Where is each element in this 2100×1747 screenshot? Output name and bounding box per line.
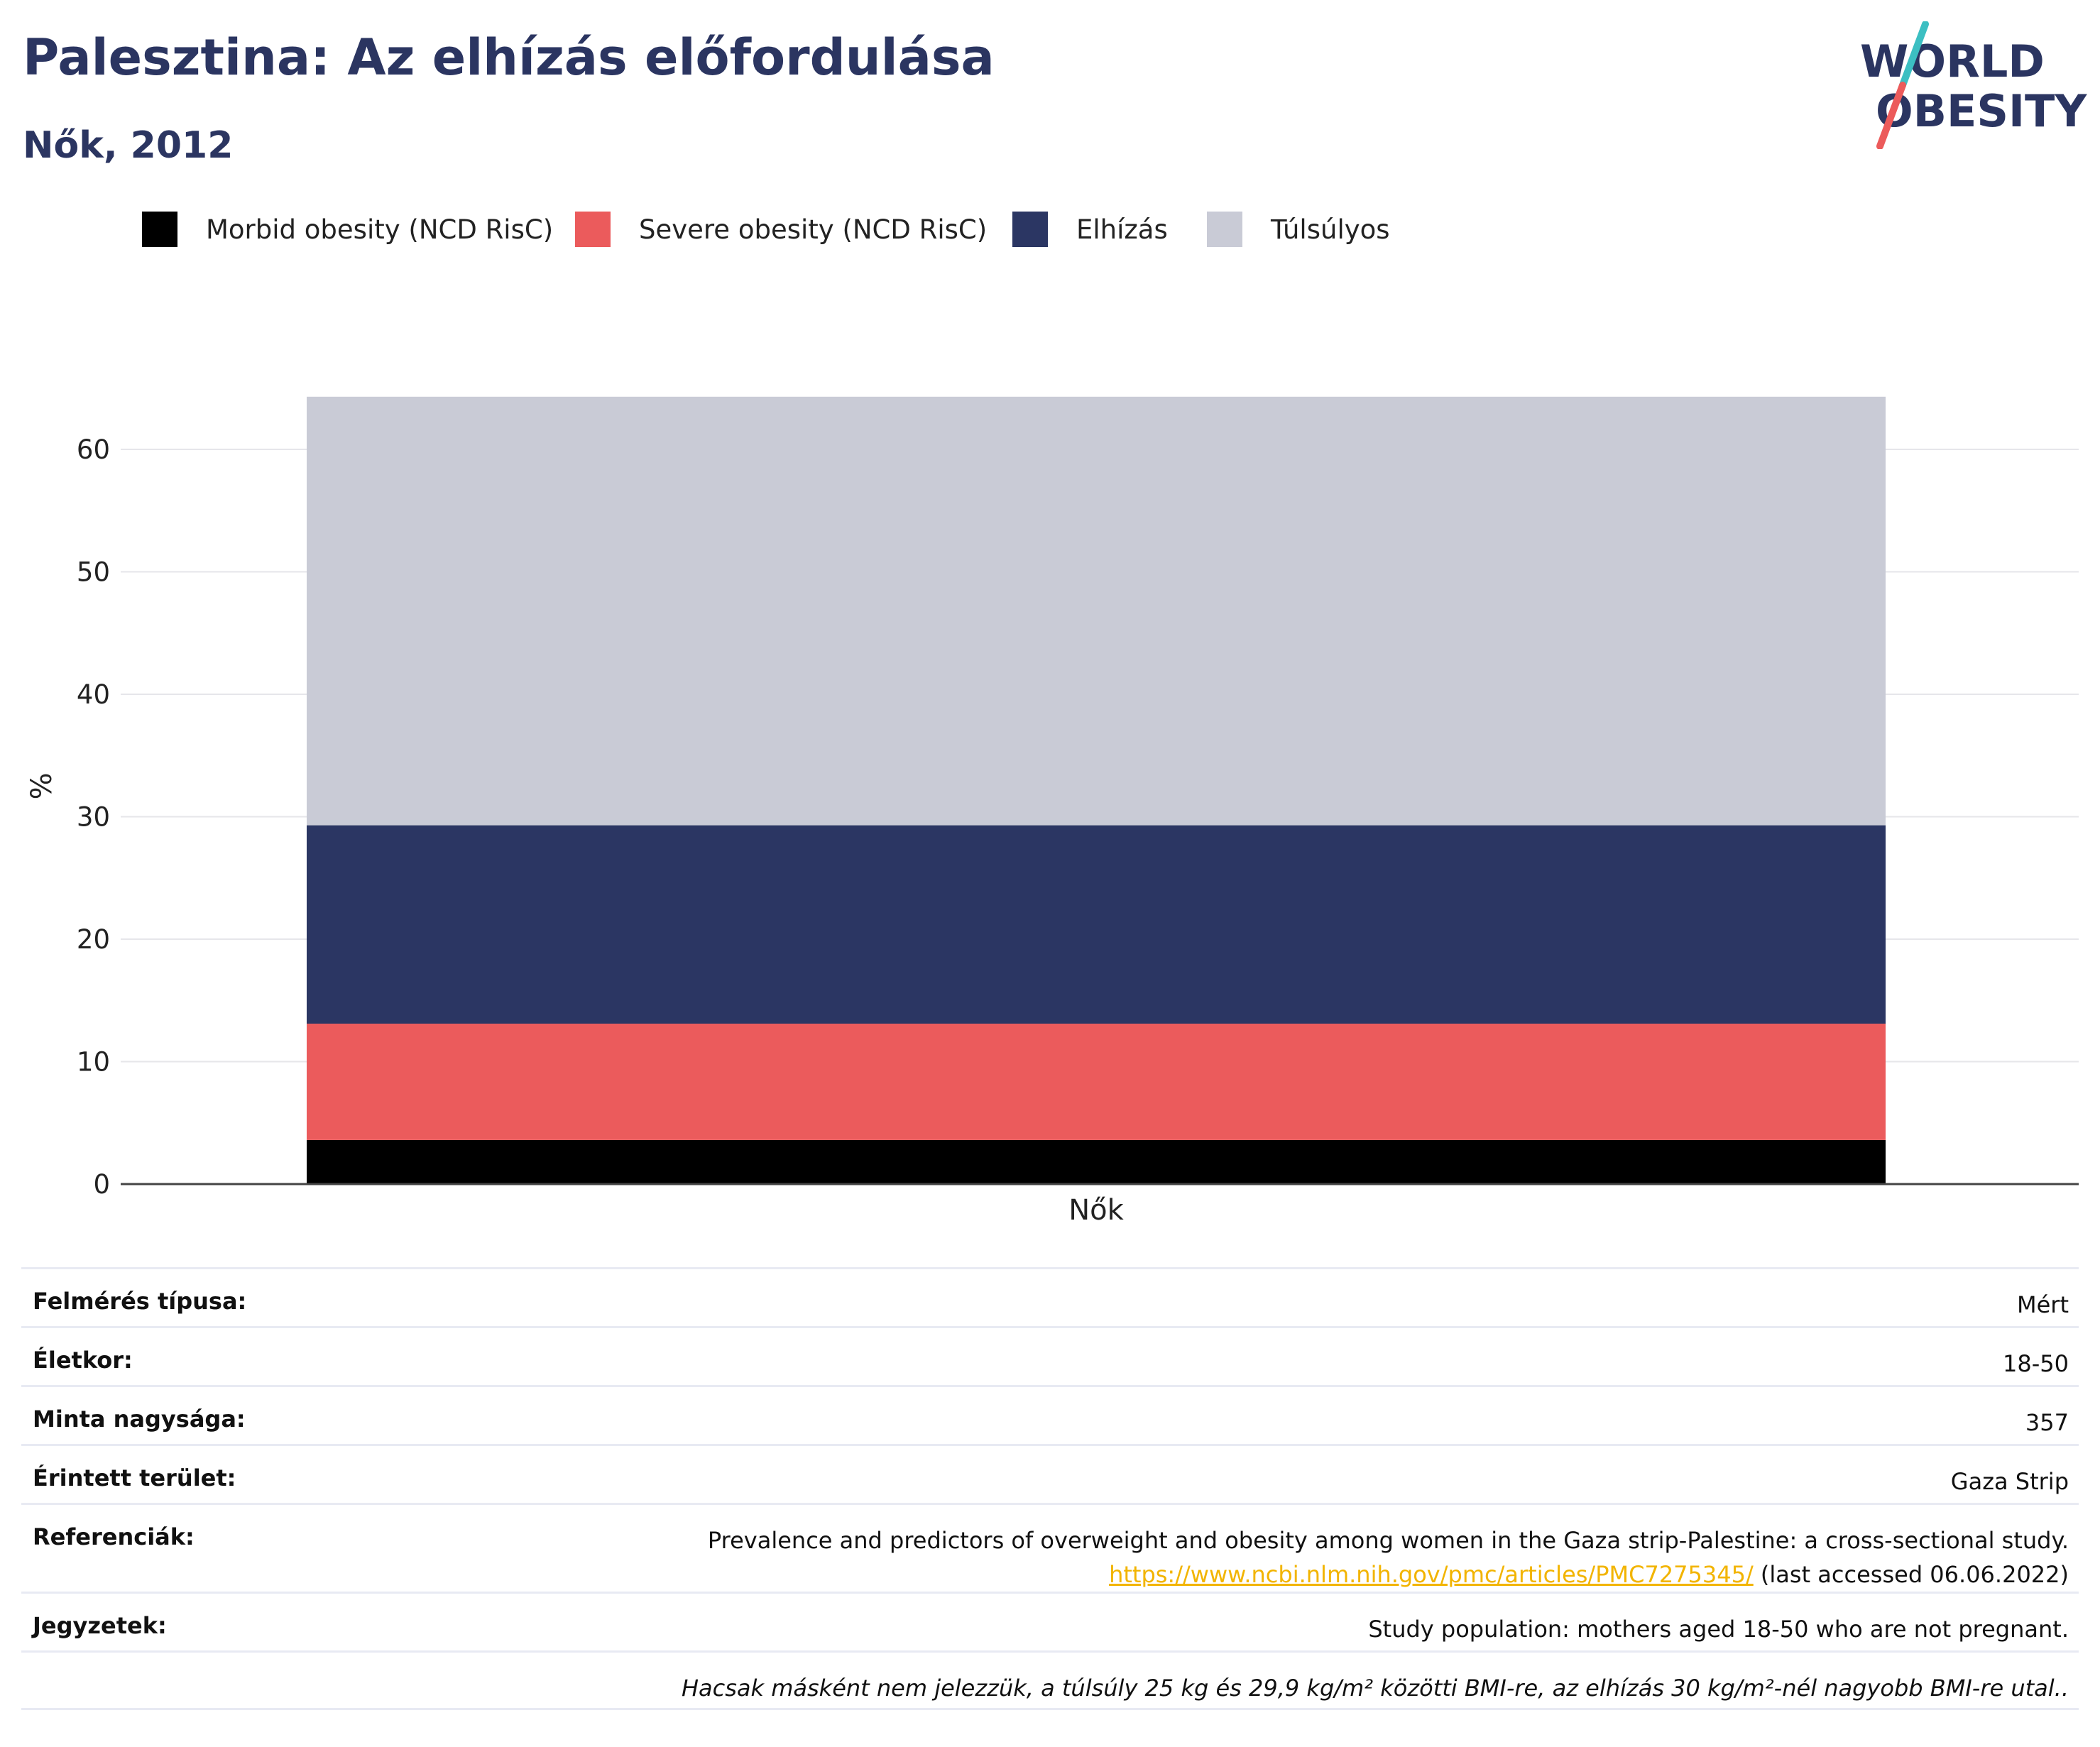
info-row-notes: Jegyzetek: Study population: mothers age… bbox=[21, 1592, 2079, 1650]
reference-value: Prevalence and predictors of overweight … bbox=[708, 1523, 2069, 1592]
legend-swatch bbox=[1207, 212, 1242, 247]
info-label: Életkor: bbox=[33, 1347, 133, 1374]
info-label: Minta nagysága: bbox=[33, 1406, 246, 1433]
info-row-footnote: Hacsak másként nem jelezzük, a túlsúly 2… bbox=[21, 1650, 2079, 1710]
logo-text-obesity: OBESITY bbox=[1876, 85, 2087, 137]
logo-slash-bottom bbox=[1876, 82, 1906, 149]
bar-segment bbox=[307, 825, 1886, 1024]
info-row-references: Referenciák: Prevalence and predictors o… bbox=[21, 1503, 2079, 1592]
legend-swatch bbox=[575, 212, 611, 247]
bar-segment bbox=[307, 396, 1886, 826]
info-row-survey-type: Felmérés típusa: Mért bbox=[21, 1267, 2079, 1326]
world-obesity-logo: WORLD OBESITY bbox=[1860, 21, 2087, 149]
page-subtitle: Nők, 2012 bbox=[23, 124, 234, 167]
info-value: 18-50 bbox=[2003, 1350, 2069, 1377]
y-axis-label: % bbox=[26, 772, 58, 799]
logo-slash-top bbox=[1899, 21, 1929, 89]
y-tick-label: 20 bbox=[77, 924, 110, 955]
bar-segment bbox=[307, 1024, 1886, 1140]
info-label: Referenciák: bbox=[33, 1523, 195, 1550]
legend-label: Túlsúlyos bbox=[1271, 214, 1390, 245]
info-value: Gaza Strip bbox=[1950, 1468, 2069, 1495]
page-title: Palesztina: Az elhízás előfordulása bbox=[23, 28, 995, 87]
stacked-bar-chart: 0 10 20 30 40 50 60% Nők bbox=[26, 396, 2079, 1227]
reference-text: Prevalence and predictors of overweight … bbox=[707, 1527, 2069, 1554]
footnote-text: Hacsak másként nem jelezzük, a túlsúly 2… bbox=[681, 1675, 2069, 1702]
reference-accessed: (last accessed 06.06.2022) bbox=[1760, 1561, 2069, 1588]
legend-label: Severe obesity (NCD RisC) bbox=[639, 214, 988, 245]
info-value: Study population: mothers aged 18-50 who… bbox=[1368, 1616, 2069, 1643]
logo-text-world: WORLD bbox=[1860, 35, 2045, 87]
legend-swatch bbox=[1012, 212, 1048, 247]
info-row-sample-size: Minta nagysága: 357 bbox=[21, 1385, 2079, 1444]
legend-swatch bbox=[142, 212, 177, 247]
y-tick-label: 40 bbox=[77, 679, 110, 710]
y-tick-label: 0 bbox=[93, 1169, 110, 1200]
x-tick-label: Nők bbox=[1068, 1194, 1124, 1227]
info-row-area: Érintett terület: Gaza Strip bbox=[21, 1444, 2079, 1503]
info-row-age: Életkor: 18-50 bbox=[21, 1326, 2079, 1385]
y-tick-label: 30 bbox=[77, 802, 110, 833]
info-label: Jegyzetek: bbox=[33, 1612, 167, 1639]
legend-label: Morbid obesity (NCD RisC) bbox=[206, 214, 554, 245]
y-tick-label: 10 bbox=[77, 1047, 110, 1078]
y-tick-label: 50 bbox=[77, 557, 110, 588]
info-value: 357 bbox=[2025, 1409, 2069, 1436]
info-value: Mért bbox=[2017, 1291, 2069, 1318]
reference-link[interactable]: https://www.ncbi.nlm.nih.gov/pmc/article… bbox=[1109, 1561, 1754, 1588]
info-label: Érintett terület: bbox=[33, 1464, 236, 1491]
info-label: Felmérés típusa: bbox=[33, 1288, 247, 1315]
bar-segment bbox=[307, 1139, 1886, 1184]
survey-info-table: Felmérés típusa: Mért Életkor: 18-50 Min… bbox=[21, 1267, 2079, 1710]
legend-label: Elhízás bbox=[1076, 214, 1168, 245]
y-tick-label: 60 bbox=[77, 434, 110, 465]
